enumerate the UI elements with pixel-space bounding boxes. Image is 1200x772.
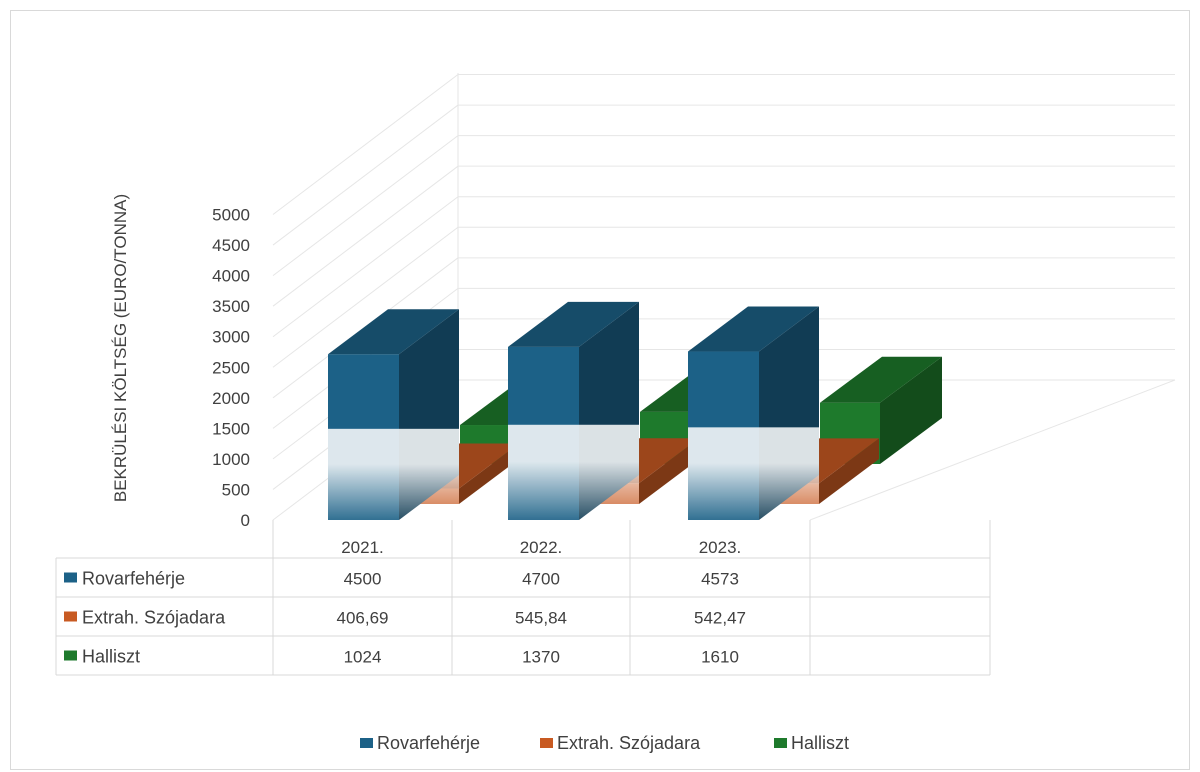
table-cell: 4700: [522, 570, 560, 589]
table-cell: 1370: [522, 648, 560, 667]
row-key-2: [64, 612, 77, 622]
table-cell: 545,84: [515, 609, 567, 628]
bar-1-3: [688, 307, 819, 522]
legend-swatch: [360, 738, 373, 748]
y-tick-label: 500: [222, 480, 250, 499]
legend-item-1: Rovarfehérje: [360, 733, 480, 753]
bar-fade: [328, 429, 459, 522]
legend-swatch: [540, 738, 553, 748]
side-gridline: [273, 166, 458, 306]
row-key-3: [64, 651, 77, 661]
y-tick-label: 2500: [212, 358, 250, 377]
row-key-1: [64, 573, 77, 583]
data-table: 2021. 2022. 2023. Rovarfehérje 4500 4700 4573 E…: [56, 520, 990, 675]
bar-1-2: [508, 302, 639, 522]
table-cell: 406,69: [337, 609, 389, 628]
table-cell: 4573: [701, 570, 739, 589]
y-tick-label: 1000: [212, 450, 250, 469]
category-label: 2022.: [520, 538, 563, 557]
row-label: Extrah. Szójadara: [82, 608, 226, 628]
y-tick-label: 4500: [212, 236, 250, 255]
row-label: Halliszt: [82, 647, 140, 667]
y-tick-label: 0: [241, 511, 250, 530]
y-axis-ticks: 0 500 1000 1500 2000 2500 3000 3500 4000 4500 5000: [212, 206, 250, 530]
y-tick-label: 2000: [212, 389, 250, 408]
y-tick-label: 5000: [212, 206, 250, 225]
bar-1-1: [328, 309, 459, 522]
table-cell: 4500: [344, 570, 382, 589]
bars: [328, 302, 942, 522]
table-cell: 1610: [701, 648, 739, 667]
y-axis-label: BEKRÜLÉSI KÖLTSÉG (EURO/TONNA): [111, 194, 130, 502]
legend-label: Halliszt: [791, 733, 849, 753]
table-cell: 1024: [344, 648, 382, 667]
y-tick-label: 1500: [212, 419, 250, 438]
category-label: 2021.: [341, 538, 384, 557]
category-label: 2023.: [699, 538, 742, 557]
legend-item-2: Extrah. Szójadara: [540, 733, 701, 753]
side-gridline: [273, 75, 458, 215]
legend-item-3: Halliszt: [774, 733, 849, 753]
bar-fade: [508, 425, 639, 522]
table-cell: 542,47: [694, 609, 746, 628]
legend-label: Rovarfehérje: [377, 733, 480, 753]
y-tick-label: 3000: [212, 328, 250, 347]
legend-swatch: [774, 738, 787, 748]
bar-fade: [688, 427, 819, 522]
row-label: Rovarfehérje: [82, 569, 185, 589]
legend: Rovarfehérje Extrah. Szójadara Halliszt: [360, 733, 849, 753]
y-tick-label: 4000: [212, 267, 250, 286]
side-gridline: [273, 136, 458, 276]
legend-label: Extrah. Szójadara: [557, 733, 701, 753]
side-gridline: [273, 105, 458, 245]
y-tick-label: 3500: [212, 297, 250, 316]
